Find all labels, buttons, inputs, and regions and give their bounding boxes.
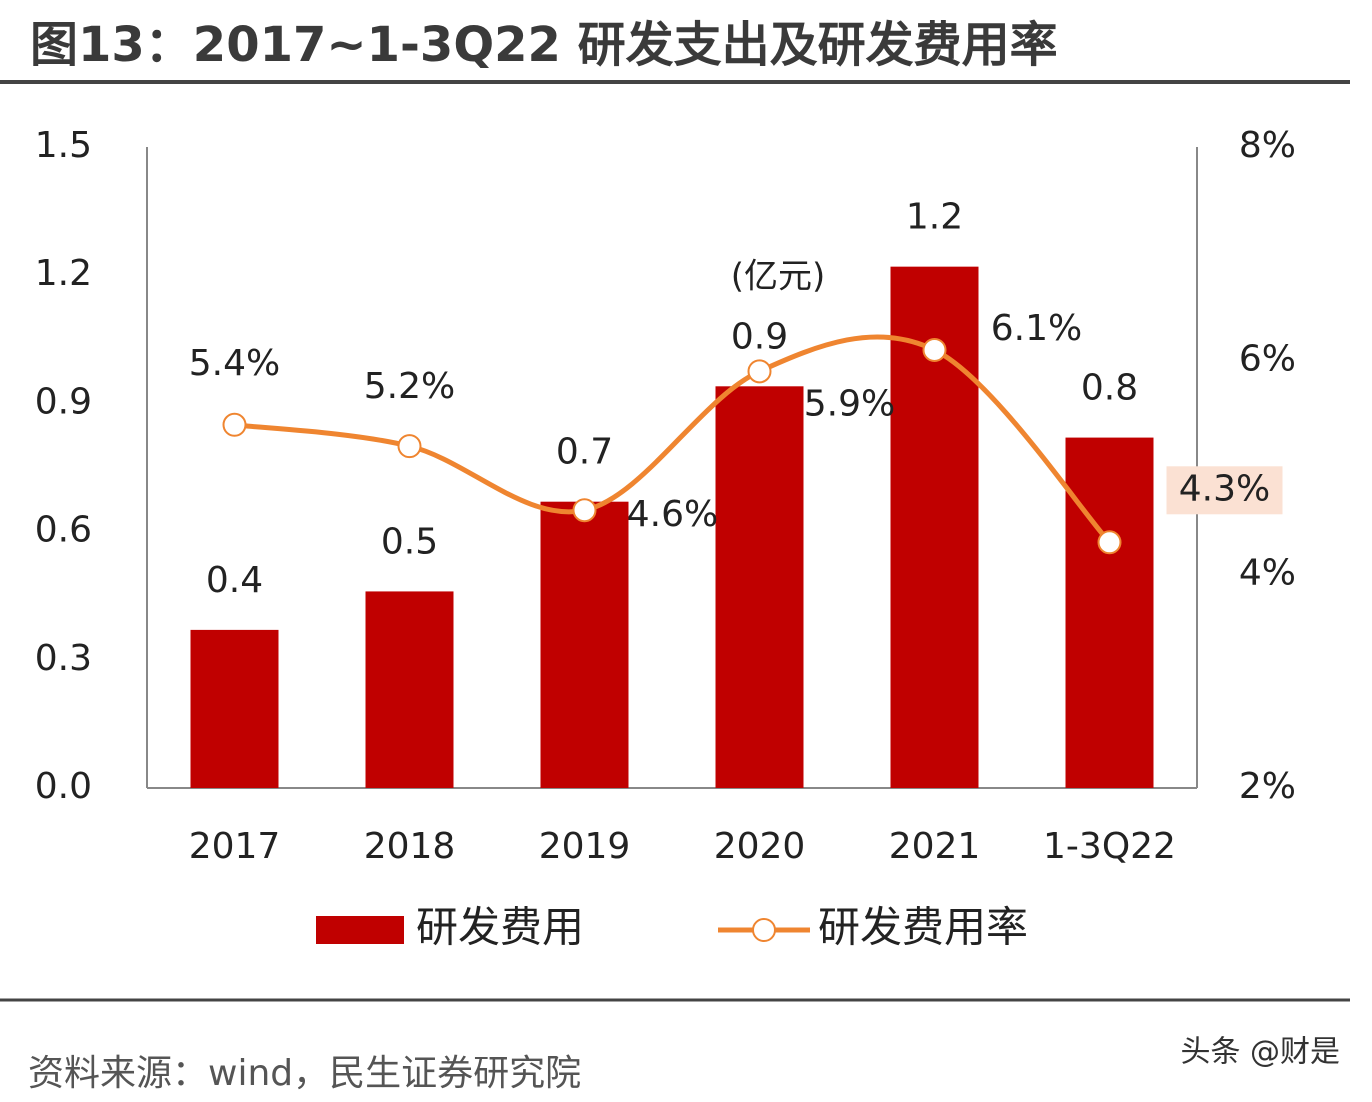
x-tick-label: 2020 [714,826,806,867]
rate-marker [222,412,247,437]
y2-tick-label: 8% [1239,125,1296,166]
rate-marker [747,359,772,384]
data-label: 5.4% [189,343,280,384]
y-tick-label: 0.9 [35,381,92,422]
rate-marker [922,337,947,362]
bar [540,501,629,788]
watermark: 头条 @财是 [1180,1035,1340,1070]
x-tick-label: 2017 [189,826,281,867]
rate-marker [1097,530,1122,555]
y2-tick-label: 2% [1239,766,1296,807]
chart-title: 图13：2017~1-3Q22 研发支出及研发费用率 [30,17,1058,73]
x-tick-label: 2019 [539,826,631,867]
data-label: 0.4 [206,560,263,601]
data-label: 6.1% [991,308,1082,349]
y2-tick-label: 4% [1239,552,1296,593]
y-tick-label: 0.0 [35,766,92,807]
bar [365,591,454,788]
x-tick-label: 2021 [889,826,981,867]
x-tick-label: 2018 [364,826,456,867]
data-label: 0.7 [556,432,613,473]
rate-marker [397,434,422,459]
data-label: 4.3% [1179,468,1270,509]
y-tick-label: 1.2 [35,253,92,294]
data-label: 0.8 [1081,368,1138,409]
legend-label: 研发费用 [416,903,584,952]
data-label: 4.6% [627,494,718,535]
rate-marker [572,498,597,523]
bar [1065,437,1154,788]
legend-swatch [316,916,404,944]
data-label: 1.2 [906,197,963,238]
legend-label: 研发费用率 [818,903,1028,952]
data-label: 0.5 [381,521,438,562]
bar [715,386,804,788]
x-tick-label: 1-3Q22 [1043,826,1176,867]
data-label: 5.2% [364,366,455,407]
y-tick-label: 0.6 [35,510,92,551]
y-tick-label: 0.3 [35,638,92,679]
bar [190,629,279,788]
y-tick-label: 1.5 [35,125,92,166]
legend-marker [752,918,776,942]
data-label: 0.9 [731,316,788,357]
label-highlight [1166,466,1283,515]
y2-tick-label: 6% [1239,339,1296,380]
data-label: 5.9% [804,383,895,424]
source: 资料来源：wind，民生证券研究院 [28,1053,581,1094]
unit-label: (亿元) [731,257,826,297]
